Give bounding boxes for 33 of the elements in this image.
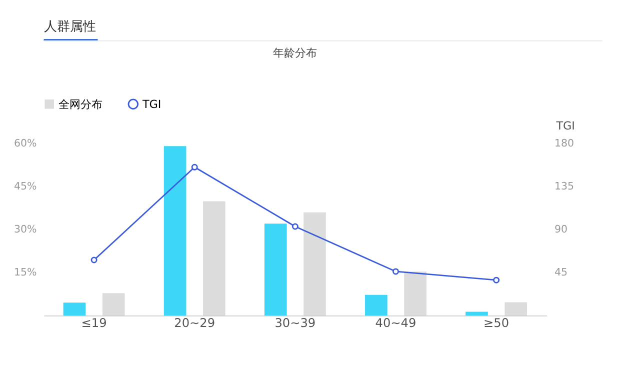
y-tick-label: 60% xyxy=(14,137,38,150)
x-tick-label: ≤19 xyxy=(81,316,107,330)
bar xyxy=(504,302,528,316)
y-tick-label: 15% xyxy=(14,266,38,279)
y2-tick-label: 45 xyxy=(554,266,568,279)
bar xyxy=(164,146,186,316)
chart-title: 年龄分布 xyxy=(273,46,318,60)
point xyxy=(292,223,298,230)
point xyxy=(392,268,399,275)
bar xyxy=(404,272,426,316)
bar xyxy=(304,212,326,316)
bar xyxy=(102,293,125,316)
bar xyxy=(466,312,488,316)
point xyxy=(493,276,500,284)
x-tick-label: ≥50 xyxy=(484,316,510,330)
y2-tick-label: 90 xyxy=(554,224,568,236)
y2-tick-label: 135 xyxy=(554,180,574,193)
y2-tick-label: 180 xyxy=(554,137,574,150)
text: 人群属性 xyxy=(44,20,96,35)
bar xyxy=(365,294,388,316)
x-tick-label: 40~49 xyxy=(375,316,416,330)
y2-axis-title: TGI xyxy=(555,120,575,133)
bar xyxy=(202,201,226,316)
legend-label: 全网分布 xyxy=(58,98,103,111)
bar xyxy=(63,302,86,316)
point xyxy=(191,164,198,170)
legend-label: TGI xyxy=(141,98,162,111)
point xyxy=(90,256,98,264)
bar xyxy=(264,224,287,316)
x-tick-label: 20~29 xyxy=(174,316,216,330)
x-tick-label: 30~39 xyxy=(274,316,316,330)
y-tick-label: 45% xyxy=(14,180,38,193)
y-tick-label: 30% xyxy=(14,224,38,236)
